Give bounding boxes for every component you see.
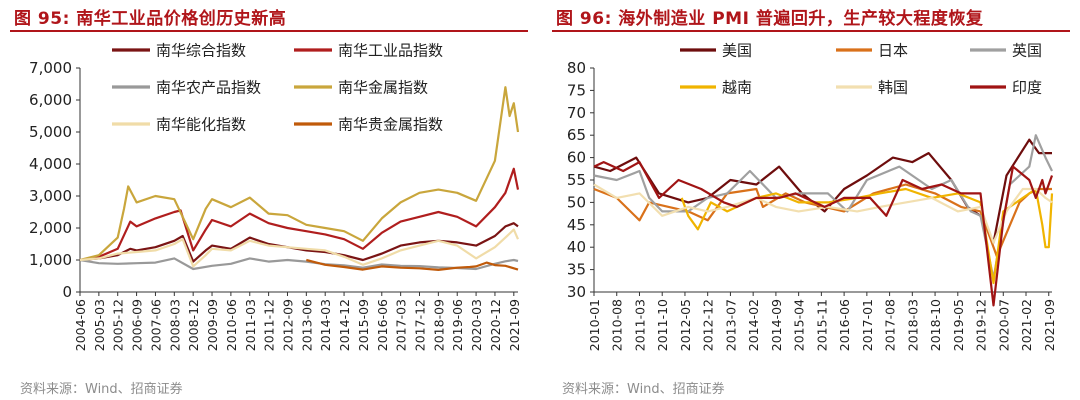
series-line-5 xyxy=(593,183,1053,244)
x-tick-label: 2004-06 xyxy=(73,299,88,351)
x-tick-label: 2014-02 xyxy=(746,299,761,351)
legend-label: 日本 xyxy=(878,42,908,60)
x-tick-label: 2013-06 xyxy=(299,299,314,351)
x-tick-label: 2012-09 xyxy=(280,299,295,351)
series-line-6 xyxy=(306,258,519,271)
legend-label: 印度 xyxy=(1012,79,1042,97)
x-tick-label: 2007-06 xyxy=(148,299,163,351)
y-tick-label: 0 xyxy=(62,283,72,301)
series-line-4 xyxy=(79,86,520,262)
x-tick-label: 2008-12 xyxy=(186,299,201,351)
x-tick-label: 2020-07 xyxy=(996,299,1011,351)
x-tick-label: 2012-05 xyxy=(678,299,693,351)
legend-label: 南华工业品指数 xyxy=(338,42,443,60)
y-tick-label: 50 xyxy=(567,193,586,211)
x-tick-label: 2017-01 xyxy=(860,299,875,351)
y-tick-label: 7,000 xyxy=(29,59,72,77)
legend-label: 南华综合指数 xyxy=(156,42,246,60)
x-tick-label: 2020-12 xyxy=(488,299,503,351)
legend-label: 南华金属指数 xyxy=(338,79,428,97)
x-tick-label: 2009-09 xyxy=(205,299,220,351)
x-tick-label: 2012-12 xyxy=(701,299,716,351)
x-tick-label: 2014-09 xyxy=(769,299,784,351)
x-tick-label: 2020-03 xyxy=(469,299,484,351)
y-tick-label: 4,000 xyxy=(29,155,72,173)
x-tick-label: 2016-06 xyxy=(837,299,852,351)
y-tick-label: 30 xyxy=(567,283,586,301)
x-tick-label: 2019-12 xyxy=(974,299,989,351)
y-tick-label: 2,000 xyxy=(29,219,72,237)
x-tick-label: 2018-03 xyxy=(905,299,920,351)
x-tick-label: 2011-03 xyxy=(243,299,258,351)
x-tick-label: 2014-03 xyxy=(318,299,333,351)
x-tick-label: 2013-07 xyxy=(723,299,738,351)
left-figure-title: 图 95: 南华工业品价格创历史新高 xyxy=(14,9,287,29)
x-tick-label: 2010-06 xyxy=(224,299,239,351)
left-chart: 0 1,000 2,000 3,000 4,000 5,000 6,000 7,000 2004… xyxy=(29,42,522,352)
x-tick-label: 2017-03 xyxy=(394,299,409,351)
right-title-rule xyxy=(552,30,1070,32)
x-tick-label: 2018-10 xyxy=(928,299,943,351)
x-tick-label: 2005-03 xyxy=(92,299,107,351)
y-tick-label: 60 xyxy=(567,149,586,167)
y-tick-label: 65 xyxy=(567,126,586,144)
y-tick-label: 40 xyxy=(567,238,586,256)
x-tick-label: 2015-09 xyxy=(356,299,371,351)
series-line-2 xyxy=(79,167,520,262)
y-tick-label: 6,000 xyxy=(29,91,72,109)
legend-label: 南华农产品指数 xyxy=(156,79,261,97)
series-line-6 xyxy=(593,161,1054,307)
x-tick-label: 2015-11 xyxy=(814,299,829,351)
legend-label: 南华贵金属指数 xyxy=(338,116,443,134)
x-tick-label: 2005-12 xyxy=(111,299,126,351)
legend-label: 美国 xyxy=(722,42,752,60)
x-tick-label: 2006-09 xyxy=(130,299,145,351)
legend-label: 韩国 xyxy=(878,79,908,97)
right-figure-title: 图 96: 海外制造业 PMI 普遍回升，生产较大程度恢复 xyxy=(556,9,984,29)
x-tick-label: 2011-10 xyxy=(655,299,670,351)
x-tick-label: 2018-09 xyxy=(431,299,446,351)
x-tick-label: 2017-08 xyxy=(883,299,898,351)
y-tick-label: 35 xyxy=(567,261,586,279)
x-tick-label: 2019-05 xyxy=(951,299,966,351)
y-tick-label: 75 xyxy=(567,81,586,99)
x-tick-label: 2011-12 xyxy=(262,299,277,351)
series-line-5 xyxy=(79,228,520,268)
x-tick-label: 2021-09 xyxy=(507,299,522,351)
x-tick-label: 2011-03 xyxy=(632,299,647,351)
y-tick-label: 45 xyxy=(567,216,586,234)
y-tick-label: 3,000 xyxy=(29,187,72,205)
x-tick-label: 2015-04 xyxy=(792,299,807,351)
x-tick-label: 2021-02 xyxy=(1019,299,1034,351)
y-tick-label: 1,000 xyxy=(29,251,72,269)
y-tick-label: 5,000 xyxy=(29,123,72,141)
right-source-note: 资料来源：Wind、招商证券 xyxy=(562,382,725,397)
x-tick-label: 2019-06 xyxy=(450,299,465,351)
legend-label: 南华能化指数 xyxy=(156,116,246,134)
x-tick-label: 2010-01 xyxy=(587,299,602,351)
y-tick-label: 80 xyxy=(567,59,586,77)
legend-label: 越南 xyxy=(722,79,752,97)
x-tick-label: 2010-08 xyxy=(610,299,625,351)
y-tick-label: 70 xyxy=(567,104,586,122)
x-tick-label: 2017-12 xyxy=(413,299,428,351)
x-tick-label: 2008-03 xyxy=(167,299,182,351)
x-tick-label: 2016-06 xyxy=(375,299,390,351)
x-tick-label: 2014-12 xyxy=(337,299,352,351)
left-title-rule xyxy=(10,30,528,32)
y-tick-label: 55 xyxy=(567,171,586,189)
legend-label: 英国 xyxy=(1012,42,1042,60)
x-tick-label: 2021-09 xyxy=(1042,299,1057,351)
left-source-note: 资料来源：Wind、招商证券 xyxy=(20,382,183,397)
right-chart: 30 35 40 45 50 55 60 65 70 75 80 2010-01 2010-08 2011… xyxy=(567,42,1057,352)
